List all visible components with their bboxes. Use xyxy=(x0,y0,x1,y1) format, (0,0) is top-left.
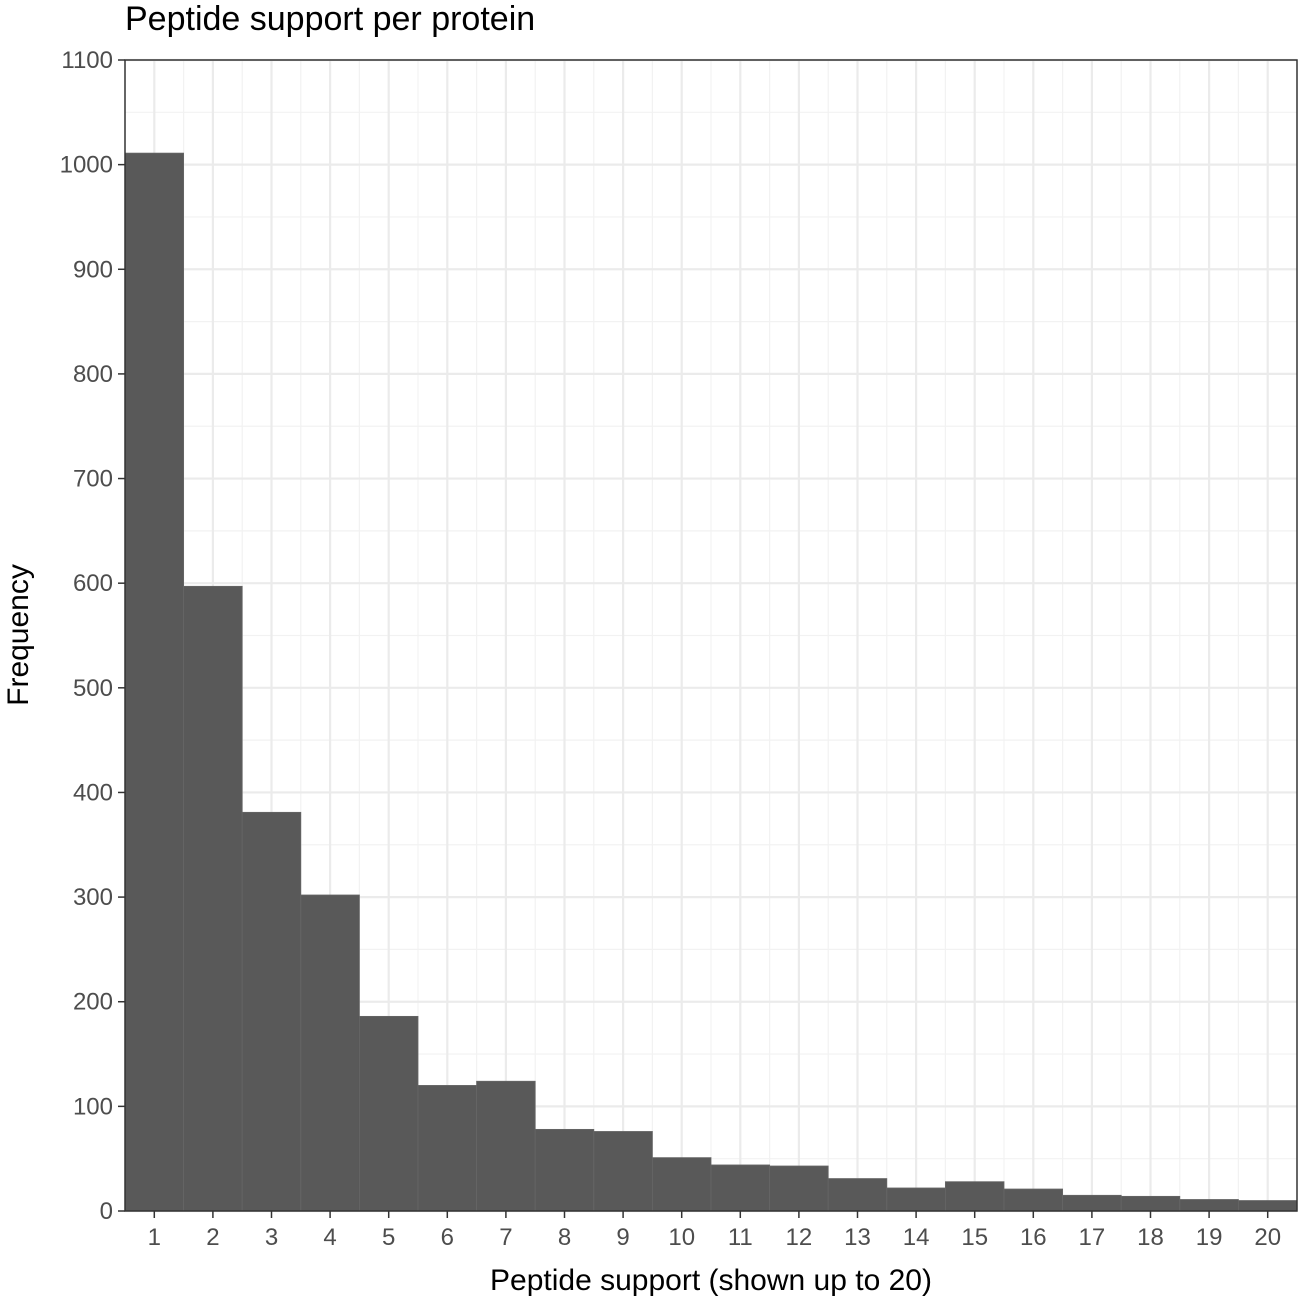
x-tick-label: 10 xyxy=(668,1224,695,1251)
panel-border xyxy=(124,59,1298,1212)
bar-14 xyxy=(886,1187,946,1212)
bar-2 xyxy=(183,585,243,1212)
bar-20 xyxy=(1238,1200,1298,1212)
x-tick-label: 7 xyxy=(499,1224,512,1251)
y-tick-label: 800 xyxy=(73,361,113,388)
x-tick-label: 15 xyxy=(961,1224,988,1251)
bar-18 xyxy=(1120,1195,1181,1212)
x-tick-label: 5 xyxy=(382,1224,395,1251)
x-tick-label: 18 xyxy=(1137,1224,1164,1251)
bar-11 xyxy=(710,1164,770,1212)
bar-7 xyxy=(476,1080,536,1212)
x-tick-label: 4 xyxy=(323,1224,336,1251)
bar-8 xyxy=(534,1128,595,1212)
x-tick-label: 8 xyxy=(558,1224,571,1251)
y-tick-label: 300 xyxy=(73,884,113,911)
bar-16 xyxy=(1003,1188,1063,1212)
bar-9 xyxy=(593,1131,653,1212)
y-tick-label: 700 xyxy=(73,466,113,493)
x-axis-title: Peptide support (shown up to 20) xyxy=(490,1264,932,1297)
bar-5 xyxy=(358,1015,419,1212)
x-tick-label: 11 xyxy=(728,1224,753,1251)
y-tick-label: 400 xyxy=(73,779,113,806)
bar-17 xyxy=(1062,1194,1122,1212)
bar-3 xyxy=(241,811,302,1212)
y-tick-label: 1000 xyxy=(60,152,113,179)
x-tick-label: 20 xyxy=(1254,1224,1281,1251)
x-tick-label: 13 xyxy=(844,1224,871,1251)
x-tick-label: 14 xyxy=(903,1224,930,1251)
y-tick-label: 100 xyxy=(73,1093,113,1120)
y-tick-label: 500 xyxy=(73,675,113,702)
x-tick-label: 17 xyxy=(1079,1224,1106,1251)
bar-12 xyxy=(769,1165,829,1212)
y-tick-label: 900 xyxy=(73,256,113,283)
bar-10 xyxy=(652,1157,712,1212)
x-tick-label: 3 xyxy=(265,1224,278,1251)
x-tick-label: 9 xyxy=(616,1224,629,1251)
bar-4 xyxy=(300,894,360,1212)
x-tick-label: 16 xyxy=(1020,1224,1047,1251)
bar-13 xyxy=(827,1178,888,1212)
x-tick-label: 6 xyxy=(441,1224,454,1251)
x-tick-label: 12 xyxy=(786,1224,813,1251)
bar-1 xyxy=(124,152,184,1212)
y-tick-label: 600 xyxy=(73,570,113,597)
y-axis-title: Frequency xyxy=(2,564,35,706)
y-tick-label: 1100 xyxy=(61,47,113,74)
chart-title: Peptide support per protein xyxy=(125,0,535,38)
x-tick-label: 19 xyxy=(1196,1224,1223,1251)
bar-6 xyxy=(417,1085,477,1212)
x-tick-label: 1 xyxy=(148,1224,161,1251)
y-tick-label: 200 xyxy=(73,989,113,1016)
bar-15 xyxy=(945,1181,1005,1212)
x-tick-label: 2 xyxy=(206,1224,219,1251)
bar-19 xyxy=(1179,1199,1239,1212)
y-tick-label: 0 xyxy=(100,1198,113,1225)
